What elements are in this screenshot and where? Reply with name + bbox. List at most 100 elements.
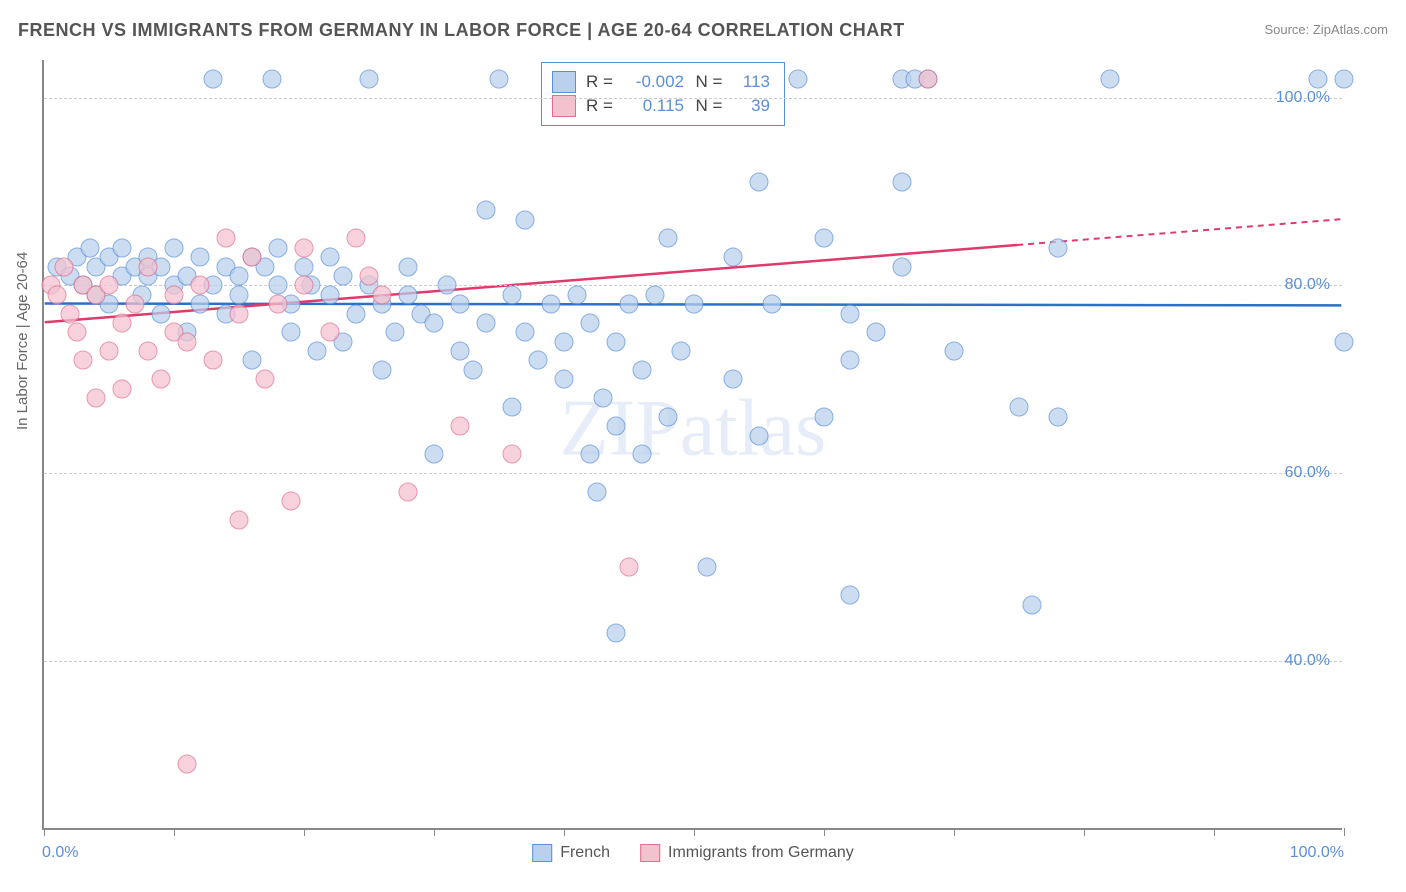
data-point (620, 295, 639, 314)
data-point (490, 69, 509, 88)
source-label: Source: ZipAtlas.com (1264, 22, 1388, 37)
data-point (178, 332, 197, 351)
data-point (750, 173, 769, 192)
data-point (1335, 69, 1354, 88)
x-tick (174, 828, 175, 836)
data-point (165, 285, 184, 304)
data-point (1049, 407, 1068, 426)
data-point (347, 229, 366, 248)
data-point (477, 313, 496, 332)
data-point (659, 407, 678, 426)
data-point (373, 285, 392, 304)
data-point (503, 285, 522, 304)
data-point (152, 370, 171, 389)
data-point (373, 360, 392, 379)
data-point (581, 313, 600, 332)
data-point (217, 229, 236, 248)
data-point (295, 276, 314, 295)
data-point (334, 266, 353, 285)
x-min-label: 0.0% (42, 844, 78, 862)
data-point (1049, 238, 1068, 257)
y-axis-title: In Labor Force | Age 20-64 (14, 252, 31, 430)
legend-r-label: R = (586, 72, 614, 92)
legend-label: French (560, 844, 610, 862)
data-point (399, 285, 418, 304)
x-max-label: 100.0% (1290, 844, 1344, 862)
data-point (555, 332, 574, 351)
data-point (841, 351, 860, 370)
legend-item: Immigrants from Germany (640, 844, 854, 862)
data-point (74, 351, 93, 370)
data-point (113, 313, 132, 332)
data-point (607, 332, 626, 351)
data-point (282, 323, 301, 342)
data-point (503, 445, 522, 464)
data-point (87, 389, 106, 408)
data-point (230, 511, 249, 530)
data-point (321, 285, 340, 304)
data-point (61, 304, 80, 323)
data-point (815, 407, 834, 426)
data-point (100, 342, 119, 361)
gridline (44, 473, 1342, 474)
data-point (620, 558, 639, 577)
data-point (295, 238, 314, 257)
data-point (126, 295, 145, 314)
series-legend: French Immigrants from Germany (532, 844, 854, 862)
data-point (178, 755, 197, 774)
legend-n-value: 113 (734, 72, 770, 92)
gridline (44, 661, 1342, 662)
data-point (321, 248, 340, 267)
data-point (230, 304, 249, 323)
data-point (243, 248, 262, 267)
data-point (386, 323, 405, 342)
x-tick (694, 828, 695, 836)
x-tick (824, 828, 825, 836)
data-point (269, 276, 288, 295)
data-point (659, 229, 678, 248)
data-point (581, 445, 600, 464)
data-point (48, 285, 67, 304)
data-point (1335, 332, 1354, 351)
data-point (594, 389, 613, 408)
legend-swatch (552, 71, 576, 93)
x-tick (44, 828, 45, 836)
data-point (321, 323, 340, 342)
stats-legend: R =-0.002N =113R =0.115N =39 (541, 62, 785, 126)
data-point (399, 257, 418, 276)
data-point (54, 257, 73, 276)
data-point (191, 295, 210, 314)
legend-swatch (640, 844, 660, 862)
data-point (191, 248, 210, 267)
data-point (815, 229, 834, 248)
data-point (425, 313, 444, 332)
data-point (1023, 595, 1042, 614)
legend-row: R =-0.002N =113 (552, 71, 770, 93)
data-point (438, 276, 457, 295)
data-point (919, 69, 938, 88)
data-point (672, 342, 691, 361)
data-point (360, 266, 379, 285)
x-tick (1084, 828, 1085, 836)
data-point (503, 398, 522, 417)
data-point (724, 370, 743, 389)
legend-label: Immigrants from Germany (668, 844, 854, 862)
data-point (633, 445, 652, 464)
data-point (230, 266, 249, 285)
x-tick (564, 828, 565, 836)
data-point (360, 69, 379, 88)
legend-n-value: 39 (734, 96, 770, 116)
y-tick-label: 80.0% (1285, 276, 1330, 294)
x-tick (434, 828, 435, 836)
data-point (262, 69, 281, 88)
data-point (568, 285, 587, 304)
data-point (230, 285, 249, 304)
data-point (451, 417, 470, 436)
data-point (100, 276, 119, 295)
data-point (269, 295, 288, 314)
y-tick-label: 40.0% (1285, 652, 1330, 670)
trend-lines (44, 60, 1342, 828)
data-point (542, 295, 561, 314)
data-point (451, 295, 470, 314)
data-point (893, 257, 912, 276)
